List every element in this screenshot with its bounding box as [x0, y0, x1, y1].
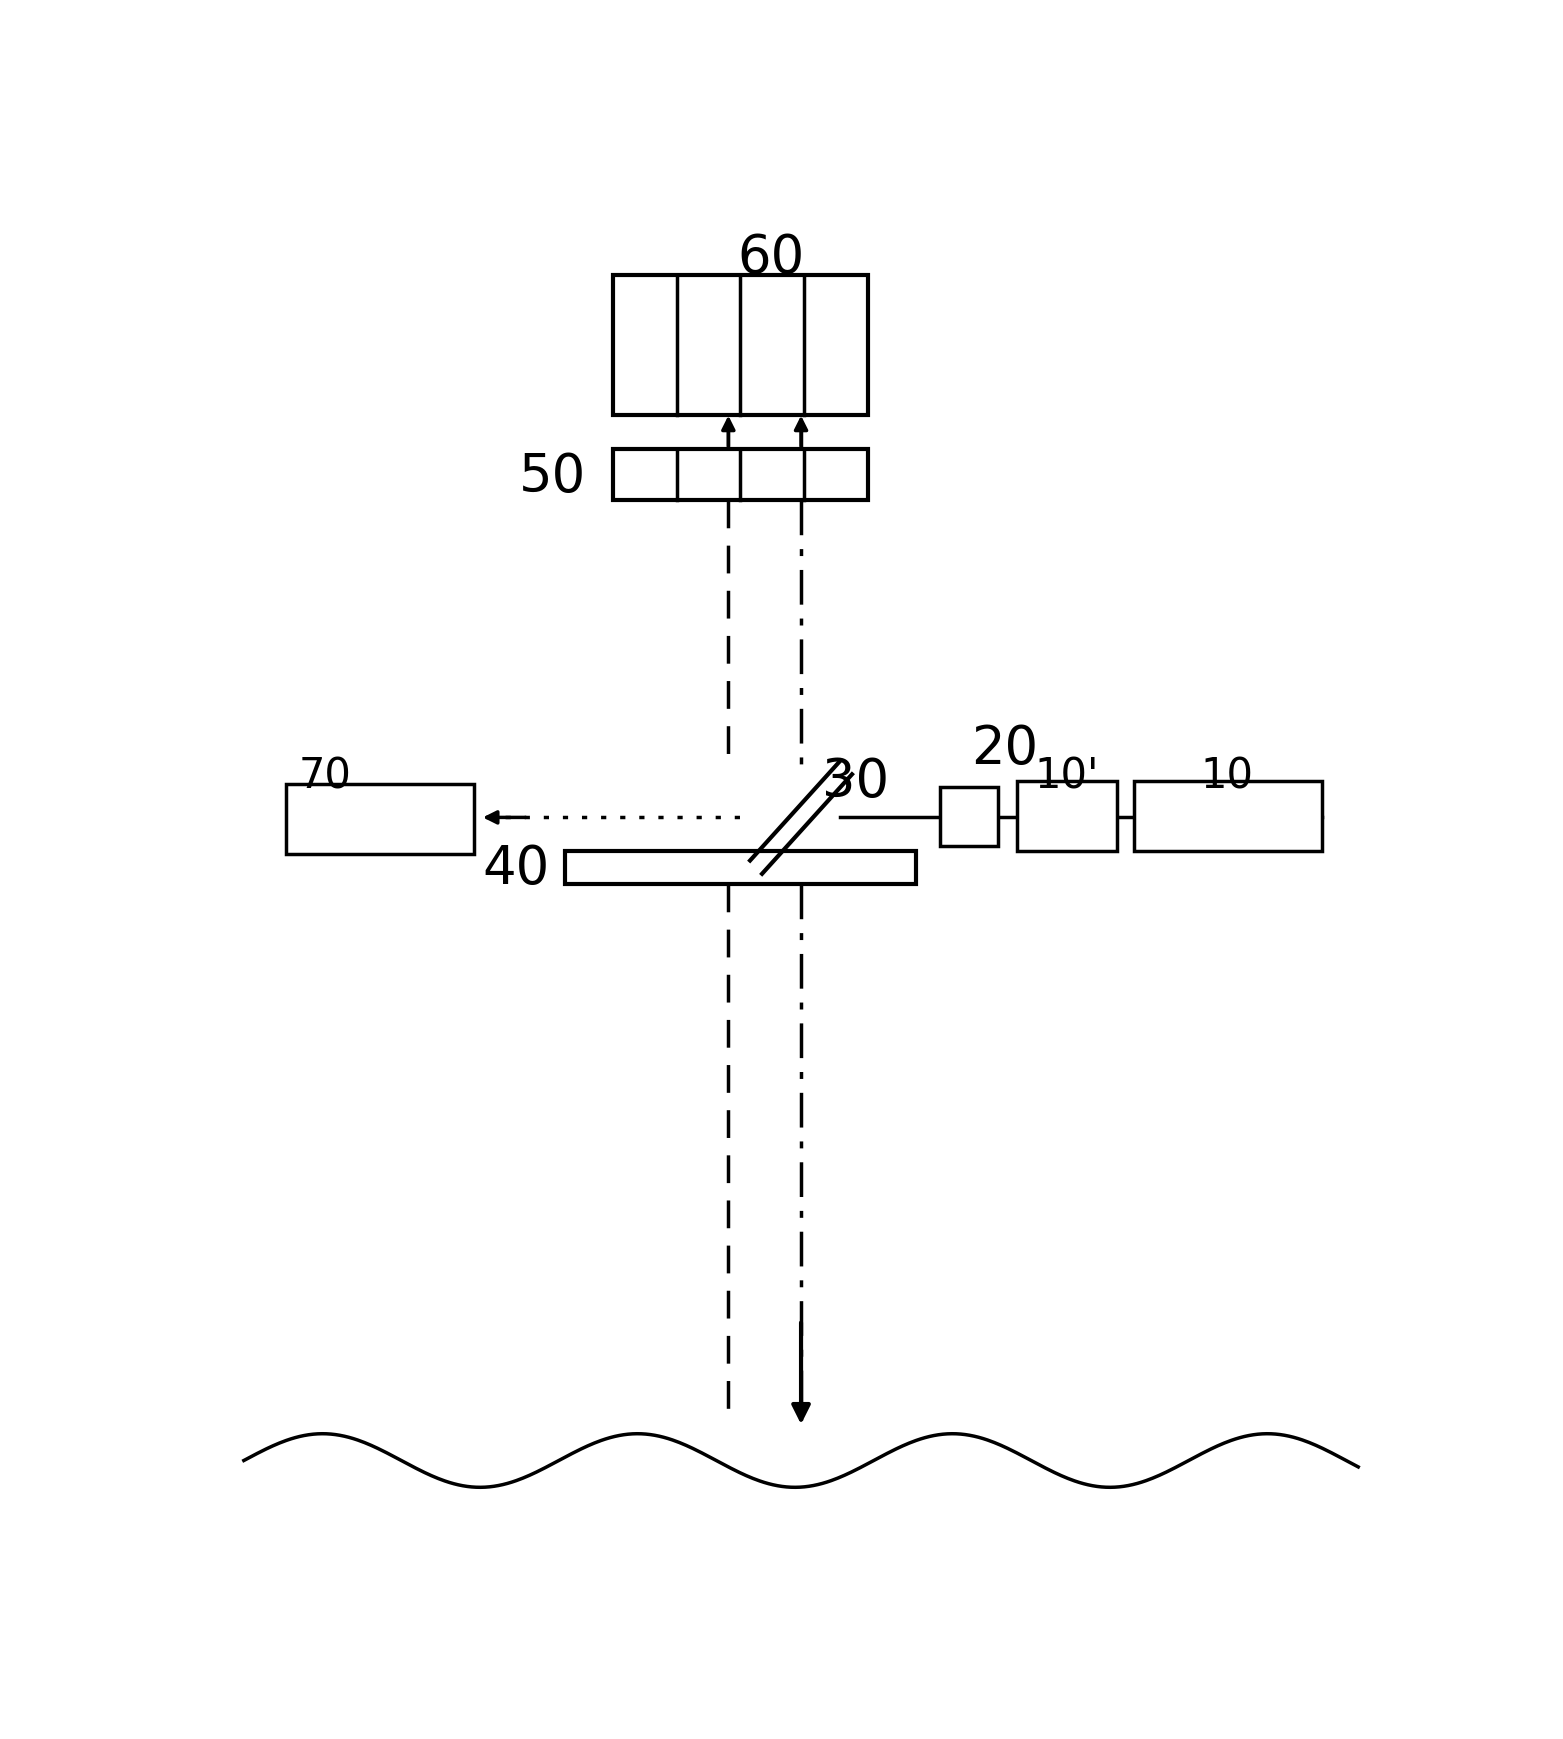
Text: 60: 60 — [738, 233, 805, 283]
Text: 20: 20 — [971, 722, 1038, 774]
Bar — [286, 784, 474, 854]
Text: 70: 70 — [299, 755, 352, 798]
Bar — [613, 277, 867, 416]
Bar — [941, 788, 999, 847]
Text: 30: 30 — [822, 756, 889, 809]
Bar — [1016, 783, 1118, 852]
Text: 10': 10' — [1035, 755, 1099, 798]
Bar — [613, 450, 867, 501]
Text: 40: 40 — [483, 843, 550, 896]
Bar — [1135, 783, 1322, 852]
Text: 10: 10 — [1200, 755, 1254, 798]
Bar — [564, 852, 916, 885]
Text: 50: 50 — [519, 450, 586, 503]
